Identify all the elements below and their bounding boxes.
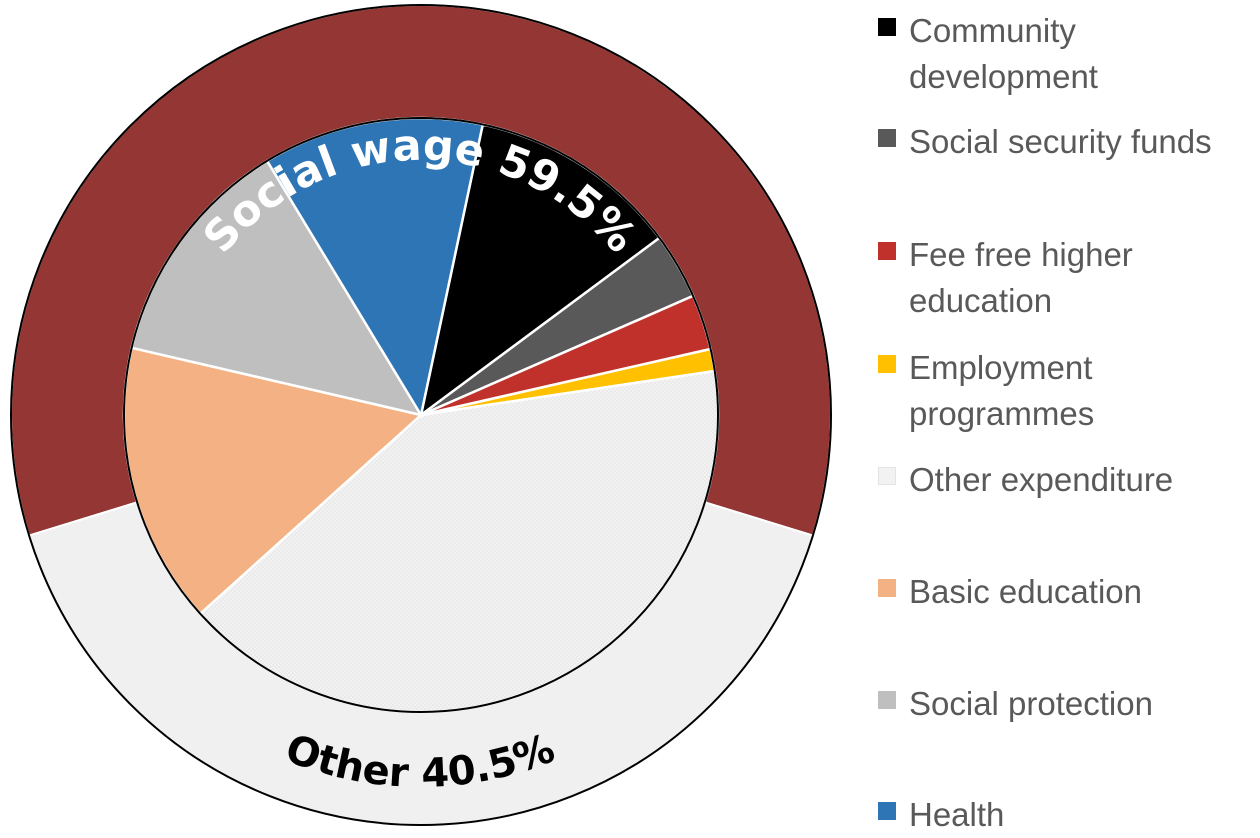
legend: Community development Social security fu… bbox=[878, 0, 1258, 833]
legend-label: Employment programmes bbox=[909, 349, 1095, 432]
legend-swatch-icon bbox=[878, 242, 896, 260]
legend-label: Basic education bbox=[909, 573, 1142, 610]
legend-item-social-protection: Social protection bbox=[878, 681, 1254, 727]
ring-borders bbox=[10, 4, 832, 826]
legend-swatch-icon bbox=[878, 691, 896, 709]
legend-item-fee-free-higher-education: Fee free higher education bbox=[878, 232, 1254, 324]
legend-label: Social protection bbox=[909, 685, 1153, 722]
legend-label: Social security funds bbox=[909, 123, 1212, 160]
legend-swatch-icon bbox=[878, 18, 896, 36]
legend-item-basic-education: Basic education bbox=[878, 569, 1254, 615]
legend-item-employment-programmes: Employment programmes bbox=[878, 345, 1254, 437]
legend-item-community-development: Community development bbox=[878, 8, 1254, 100]
legend-item-health: Health bbox=[878, 792, 1254, 838]
inner-border bbox=[123, 117, 719, 713]
outer-border bbox=[10, 4, 832, 826]
legend-label: Community development bbox=[909, 12, 1098, 95]
legend-swatch-icon bbox=[878, 802, 896, 820]
inner-pie bbox=[122, 116, 720, 714]
legend-item-other-expenditure: Other expenditure bbox=[878, 457, 1254, 503]
legend-swatch-icon bbox=[878, 579, 896, 597]
legend-swatch-icon bbox=[878, 467, 896, 485]
legend-item-social-security-funds: Social security funds bbox=[878, 119, 1254, 165]
legend-swatch-icon bbox=[878, 129, 896, 147]
legend-swatch-icon bbox=[878, 355, 896, 373]
donut-pie-chart: Social wage 59.5% Other 40.5% bbox=[10, 4, 832, 826]
legend-label: Health bbox=[909, 796, 1005, 833]
legend-label: Fee free higher education bbox=[909, 236, 1133, 319]
legend-label: Other expenditure bbox=[909, 461, 1174, 498]
